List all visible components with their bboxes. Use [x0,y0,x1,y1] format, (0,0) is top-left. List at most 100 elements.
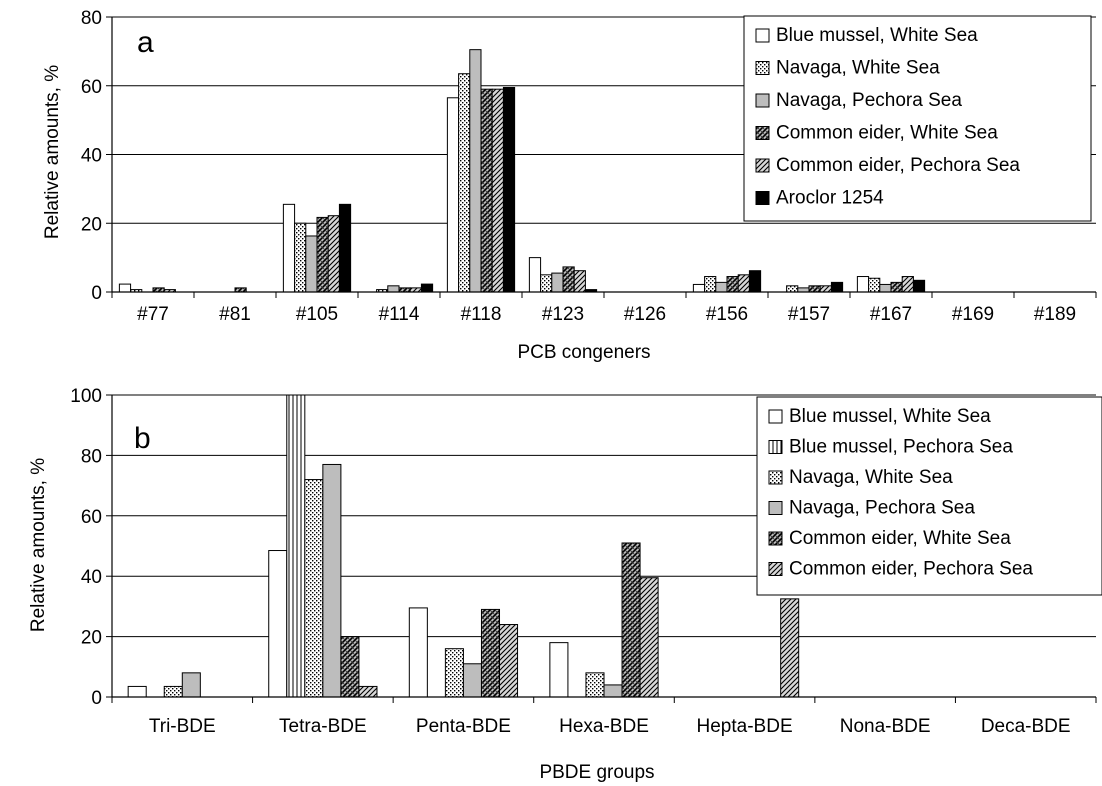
bar [446,97,460,293]
legend-item: Aroclor 1254 [755,188,884,209]
bar [562,266,575,293]
legend-swatch [755,28,770,43]
panel-b-y-axis-title: Relative amounts, % [28,458,49,632]
x-tick-label: #167 [870,304,912,325]
x-tick-label: Penta-BDE [416,716,511,737]
x-tick-label: #118 [461,304,502,325]
bar [282,203,296,293]
panel-a-y-axis-title: Relative amounts, % [42,65,63,239]
x-tick-label: Tetra-BDE [279,716,367,737]
bar [808,285,821,293]
legend-swatch [755,93,770,108]
y-tick-label: 40 [81,146,102,167]
bar [639,577,659,698]
bar [856,276,870,293]
panel-a-letter: a [137,26,154,59]
bar [748,270,762,293]
series-blue-mussel-pechora-sea [286,394,306,698]
bar [573,270,586,293]
legend-swatch [768,470,783,485]
legend-item: Common eider, White Sea [768,528,1011,549]
bar [358,685,378,698]
bar [181,672,201,698]
legend-label: Navaga, Pechora Sea [776,90,962,111]
bar [780,598,800,698]
series-navaga-white-sea [163,479,605,698]
legend-item: Common eider, Pechora Sea [755,155,1020,176]
bar [469,49,482,293]
bar [491,88,504,293]
panel-b-x-axis-title: PBDE groups [539,762,654,783]
bar [603,684,623,698]
legend-swatch [768,531,783,546]
x-tick-label: Hepta-BDE [697,716,793,737]
bar [322,463,342,698]
bar [338,203,352,293]
legend-label: Blue mussel, Pechora Sea [789,437,1013,458]
legend-swatch [768,440,783,454]
legend-swatch [768,409,783,424]
x-tick-label: Nona-BDE [840,716,931,737]
panel-a-axes: 0 20 40 60 80 #77 #81 #105 #114 #118 #123 #126 #156 #… [81,8,1097,325]
bar [879,283,892,293]
x-tick-label: #81 [219,304,251,325]
legend-item: Navaga, Pechora Sea [755,90,962,111]
legend-label: Navaga, White Sea [789,467,953,488]
y-tick-label: 60 [81,77,102,98]
panel-b-bars [127,394,800,698]
panel-a-legend: Blue mussel, White Sea Navaga, White Sea N… [743,15,1092,222]
legend-swatch [755,191,770,205]
bar [163,685,183,698]
y-tick-label: 80 [81,446,102,467]
legend-swatch [768,562,783,576]
legend-swatch [755,61,770,75]
bar [305,235,318,293]
panel-b-letter: b [134,422,151,455]
bar [502,86,516,293]
bar [268,550,288,698]
bar [480,608,501,698]
series-navaga-pechora-sea [181,463,623,698]
x-tick-label: #189 [1034,304,1076,325]
legend-item: Navaga, Pechora Sea [768,498,975,519]
bar [480,88,493,293]
series-common-eider-white-sea [340,542,641,698]
bar [621,542,641,698]
legend-box [743,15,1092,222]
bar [340,636,360,698]
y-tick-label: 40 [81,567,102,588]
bar [152,287,165,293]
bar [551,272,564,293]
x-tick-label: Hexa-BDE [559,716,649,737]
x-tick-label: #105 [296,304,338,325]
bar [726,276,739,293]
bar [118,283,132,293]
legend-label: Navaga, White Sea [776,58,940,79]
x-tick-label: Deca-BDE [981,716,1071,737]
y-tick-label: 0 [91,688,102,709]
legend-item: Navaga, White Sea [755,58,940,79]
x-tick-label: #156 [706,304,748,325]
bar [819,285,832,293]
bar [528,257,542,293]
legend-swatch [755,126,770,140]
bar [715,281,728,293]
x-tick-label: #114 [379,304,420,325]
bar [409,287,422,293]
bar [704,276,717,293]
bar [868,277,881,293]
panel-b-axes: 0 20 40 60 80 100 Tri-BDE Tetra-BDE Penta-BDE Hex… [70,386,1097,737]
y-tick-label: 60 [81,507,102,528]
legend-item: Blue mussel, Pechora Sea [768,437,1013,458]
x-tick-label: #126 [624,304,666,325]
legend-label: Blue mussel, White Sea [776,25,978,46]
bar [912,279,926,293]
legend-label: Aroclor 1254 [776,188,884,209]
legend-label: Common eider, Pechora Sea [776,155,1020,176]
y-tick-label: 80 [81,8,102,29]
legend-label: Navaga, Pechora Sea [789,498,975,519]
x-tick-label: #157 [788,304,830,325]
legend-box [756,396,1102,596]
bar [458,73,471,293]
